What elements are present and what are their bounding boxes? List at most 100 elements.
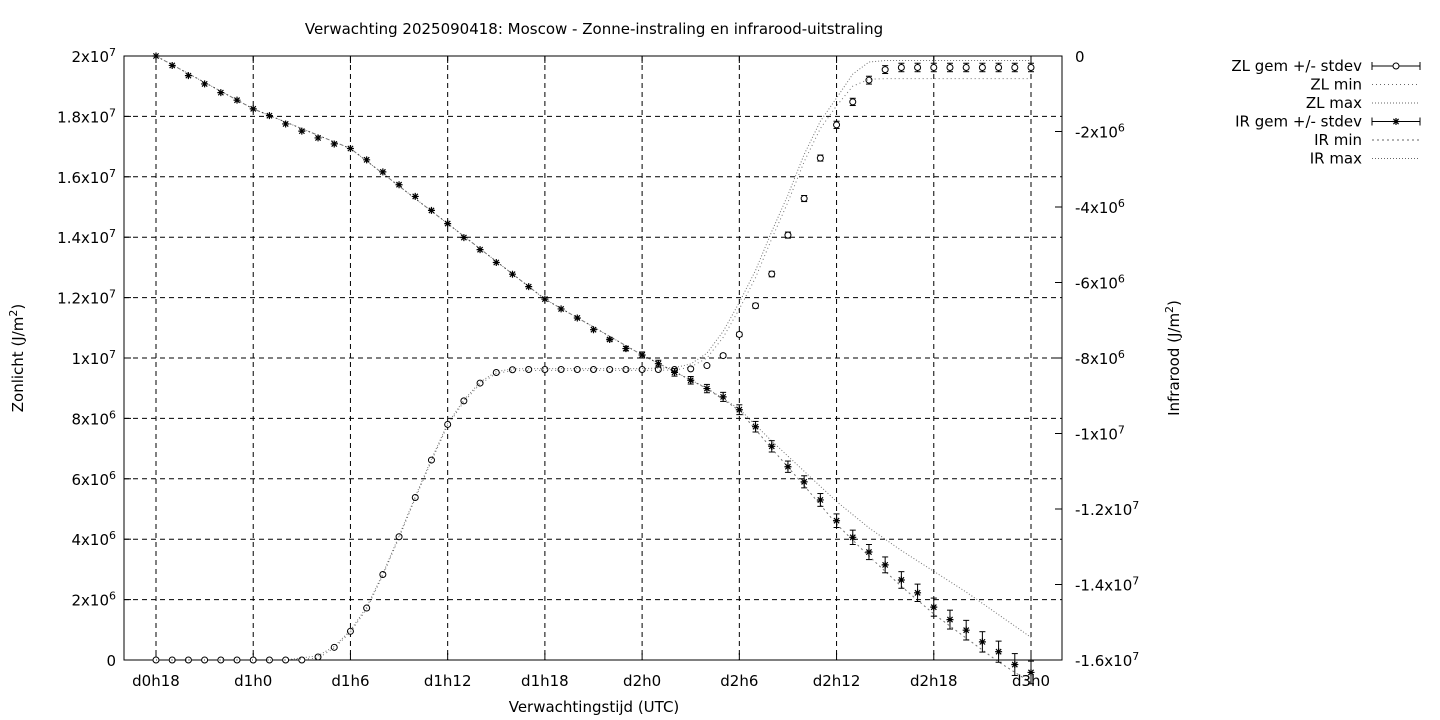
data-point [671, 368, 679, 376]
y2-tick-label: -1.2x107 [1075, 499, 1139, 519]
data-point [492, 368, 500, 376]
series-line [155, 55, 1032, 638]
data-point [638, 365, 646, 373]
x-tick-label: d1h12 [424, 672, 472, 690]
data-point [995, 63, 1003, 71]
x-axis-label: Verwachtingstijd (UTC) [509, 698, 680, 716]
data-point [735, 406, 743, 414]
data-point [233, 96, 241, 104]
legend-label: IR gem +/- stdev [1235, 113, 1362, 131]
data-point [217, 89, 225, 97]
y-axis-label: Zonlicht (J/m2) [7, 304, 27, 413]
x-tick-label: d1h18 [521, 672, 569, 690]
data-point [881, 66, 889, 74]
legend-label: IR max [1310, 150, 1362, 168]
data-point [995, 648, 1003, 656]
series-4 [155, 55, 1032, 684]
series-0 [152, 62, 1035, 664]
data-point [816, 154, 824, 162]
legend-label: IR min [1314, 131, 1362, 149]
legend-label: ZL min [1310, 76, 1362, 94]
y-tick-label: 0 [106, 652, 116, 670]
data-point [897, 576, 905, 584]
data-point [622, 365, 630, 373]
data-point [833, 121, 841, 129]
data-point [914, 589, 922, 597]
data-point [687, 376, 695, 384]
data-point [930, 63, 938, 71]
data-point [379, 168, 387, 176]
data-point [606, 365, 614, 373]
data-point [168, 61, 176, 69]
data-point [460, 397, 468, 405]
data-point [265, 112, 273, 120]
data-point [590, 326, 597, 334]
data-point [735, 330, 743, 338]
data-point [330, 140, 338, 148]
y-tick-label: 4x106 [71, 529, 116, 549]
data-point [330, 643, 338, 651]
y2-tick-label: -8x106 [1075, 348, 1125, 368]
data-point [411, 192, 419, 200]
x-tick-label: d1h0 [234, 672, 272, 690]
data-point [444, 220, 452, 228]
legend-marker [1392, 62, 1400, 70]
data-point [1011, 63, 1019, 71]
data-point [282, 120, 290, 128]
data-point [849, 533, 857, 541]
chart-title: Verwachting 2025090418: Moscow - Zonne-i… [305, 20, 883, 38]
data-point [476, 246, 484, 254]
y2-tick-label: 0 [1075, 48, 1085, 66]
data-point [800, 478, 808, 486]
x-tick-label: d2h6 [720, 672, 758, 690]
data-point [622, 345, 630, 353]
data-point [314, 134, 322, 142]
x-tick-label: d0h18 [132, 672, 180, 690]
data-point [768, 270, 776, 278]
data-point [800, 195, 808, 203]
y2-tick-label: -2x106 [1075, 122, 1125, 142]
legend-label: ZL max [1306, 94, 1362, 112]
data-point [363, 156, 371, 164]
data-point [557, 365, 565, 373]
data-point [719, 393, 727, 401]
data-point [184, 72, 192, 80]
y2-tick-label: -1x107 [1075, 424, 1125, 444]
y-axis-label-text: Zonlicht (J/m2) [7, 304, 27, 413]
data-point [946, 63, 954, 71]
legend-marker [1392, 118, 1400, 125]
data-point [590, 365, 597, 373]
data-point [752, 302, 760, 310]
axis-ticks: d0h18 d1h0 d1h6 d1h12 d1h18 d2h0 d2h6 d2h12 d2h1… [57, 46, 1139, 690]
data-point [298, 127, 306, 135]
y2-axis-label: Infrarood (J/m2) [1163, 300, 1183, 416]
data-point [768, 442, 776, 450]
plot-area [152, 52, 1035, 685]
data-point [897, 63, 905, 71]
series-line [156, 78, 1031, 661]
x-tick-label: d1h6 [331, 672, 369, 690]
data-point [865, 76, 873, 84]
grid-lines [124, 56, 1062, 660]
x-tick-label: d2h0 [623, 672, 661, 690]
y-tick-label: 1.6x107 [57, 167, 116, 187]
data-point [978, 63, 986, 71]
legend-label: ZL gem +/- stdev [1231, 57, 1362, 75]
data-point [784, 231, 792, 239]
data-point [833, 517, 841, 525]
y2-axis-label-text: Infrarood (J/m2) [1163, 300, 1183, 416]
data-point [816, 496, 824, 504]
y2-tick-label: -6x106 [1075, 273, 1125, 293]
x-tick-label: d2h12 [813, 672, 861, 690]
series-2 [156, 60, 1031, 661]
series-5 [155, 55, 1032, 638]
y2-tick-label: -4x106 [1075, 197, 1125, 217]
series-line [155, 55, 1032, 684]
data-point [201, 80, 209, 88]
data-point [1027, 668, 1035, 676]
data-point [865, 548, 873, 556]
x-tick-label: d2h18 [910, 672, 958, 690]
data-point [962, 63, 970, 71]
data-point [508, 366, 516, 374]
